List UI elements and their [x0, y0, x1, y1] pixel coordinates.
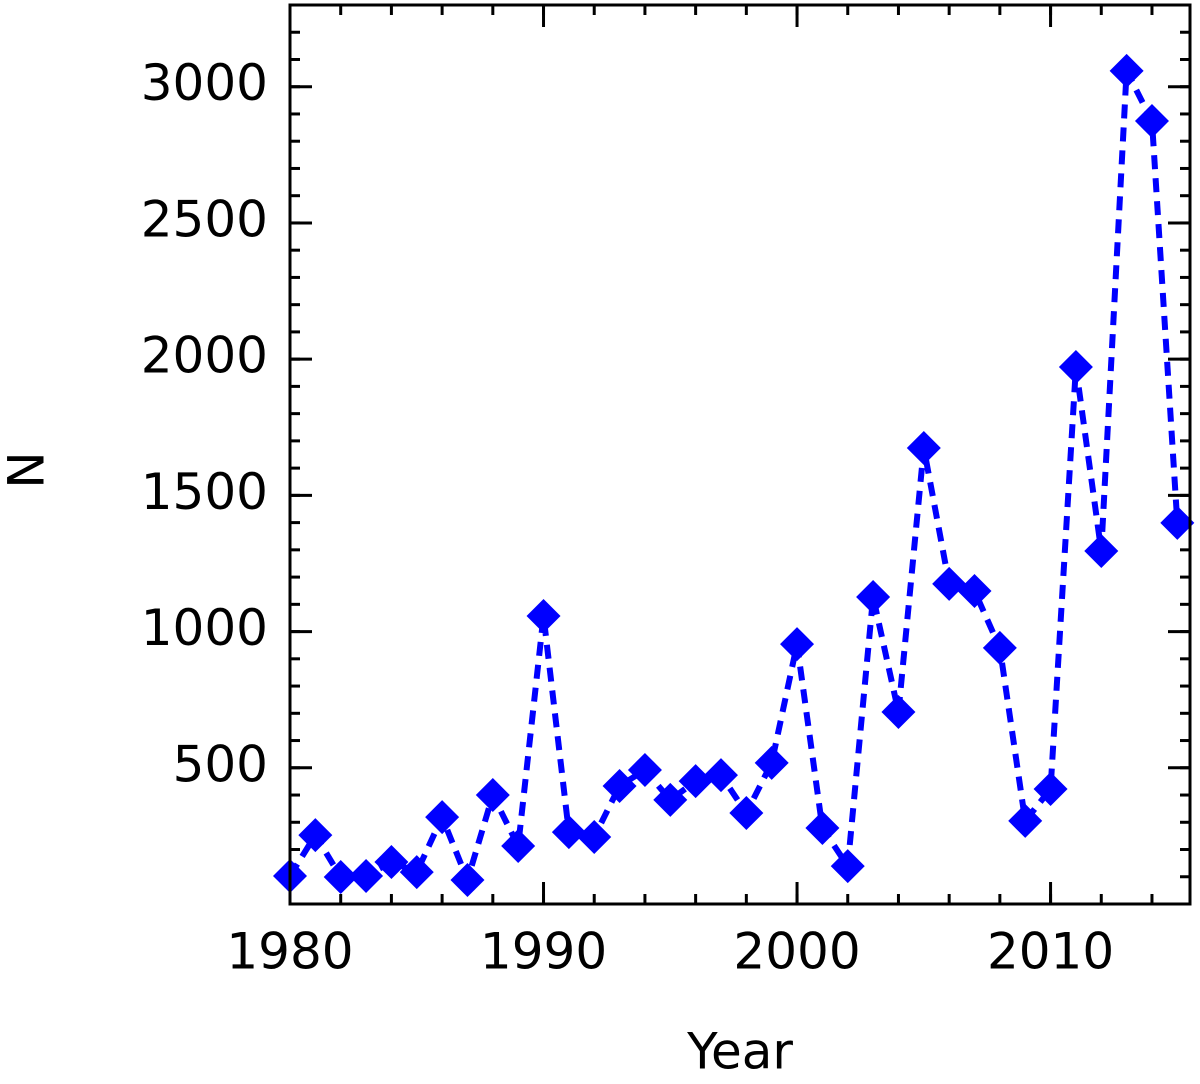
- y-tick-label: 3000: [141, 54, 268, 112]
- data-point: [627, 752, 662, 787]
- data-point: [399, 855, 434, 890]
- data-point: [729, 796, 764, 831]
- data-point: [475, 778, 510, 813]
- y-tick-label: 2000: [141, 327, 268, 385]
- data-point: [1033, 772, 1068, 807]
- plot-frame: [288, 3, 1192, 906]
- data-point: [1160, 505, 1195, 540]
- data-point: [1008, 803, 1043, 838]
- x-axis-label: Year: [686, 1023, 793, 1081]
- y-tick-label: 1500: [141, 463, 268, 521]
- data-point: [1084, 533, 1119, 568]
- data-point: [602, 769, 637, 804]
- data-point: [678, 764, 713, 799]
- data-point: [1058, 350, 1093, 385]
- data-point: [349, 858, 384, 893]
- x-tick-label: 1990: [480, 923, 607, 981]
- data-point: [957, 573, 992, 608]
- data-point: [501, 828, 536, 863]
- data-point: [1109, 53, 1144, 88]
- data-point: [425, 800, 460, 835]
- data-point: [932, 566, 967, 601]
- data-point: [805, 810, 840, 845]
- data-point: [577, 819, 612, 854]
- data-point: [982, 630, 1017, 665]
- data-point: [323, 860, 358, 895]
- x-tick-label: 1980: [226, 923, 353, 981]
- data-point: [780, 627, 815, 662]
- data-point: [1134, 104, 1169, 139]
- x-tick-label: 2010: [987, 923, 1114, 981]
- y-axis-label: N: [0, 451, 56, 488]
- data-point: [830, 849, 865, 884]
- data-point: [703, 758, 738, 793]
- data-point: [551, 815, 586, 850]
- data-point: [881, 694, 916, 729]
- y-tick-label: 1000: [141, 599, 268, 657]
- x-tick-label: 2000: [733, 923, 860, 981]
- data-point: [298, 818, 333, 853]
- data-point: [374, 845, 409, 880]
- data-point: [450, 863, 485, 898]
- data-point: [906, 430, 941, 465]
- data-point: [754, 745, 789, 780]
- data-line: [287, 59, 1181, 890]
- y-tick-label: 500: [173, 735, 268, 793]
- data-point: [526, 599, 561, 634]
- data-point: [856, 579, 891, 614]
- data-point: [653, 782, 688, 817]
- y-tick-label: 2500: [141, 190, 268, 248]
